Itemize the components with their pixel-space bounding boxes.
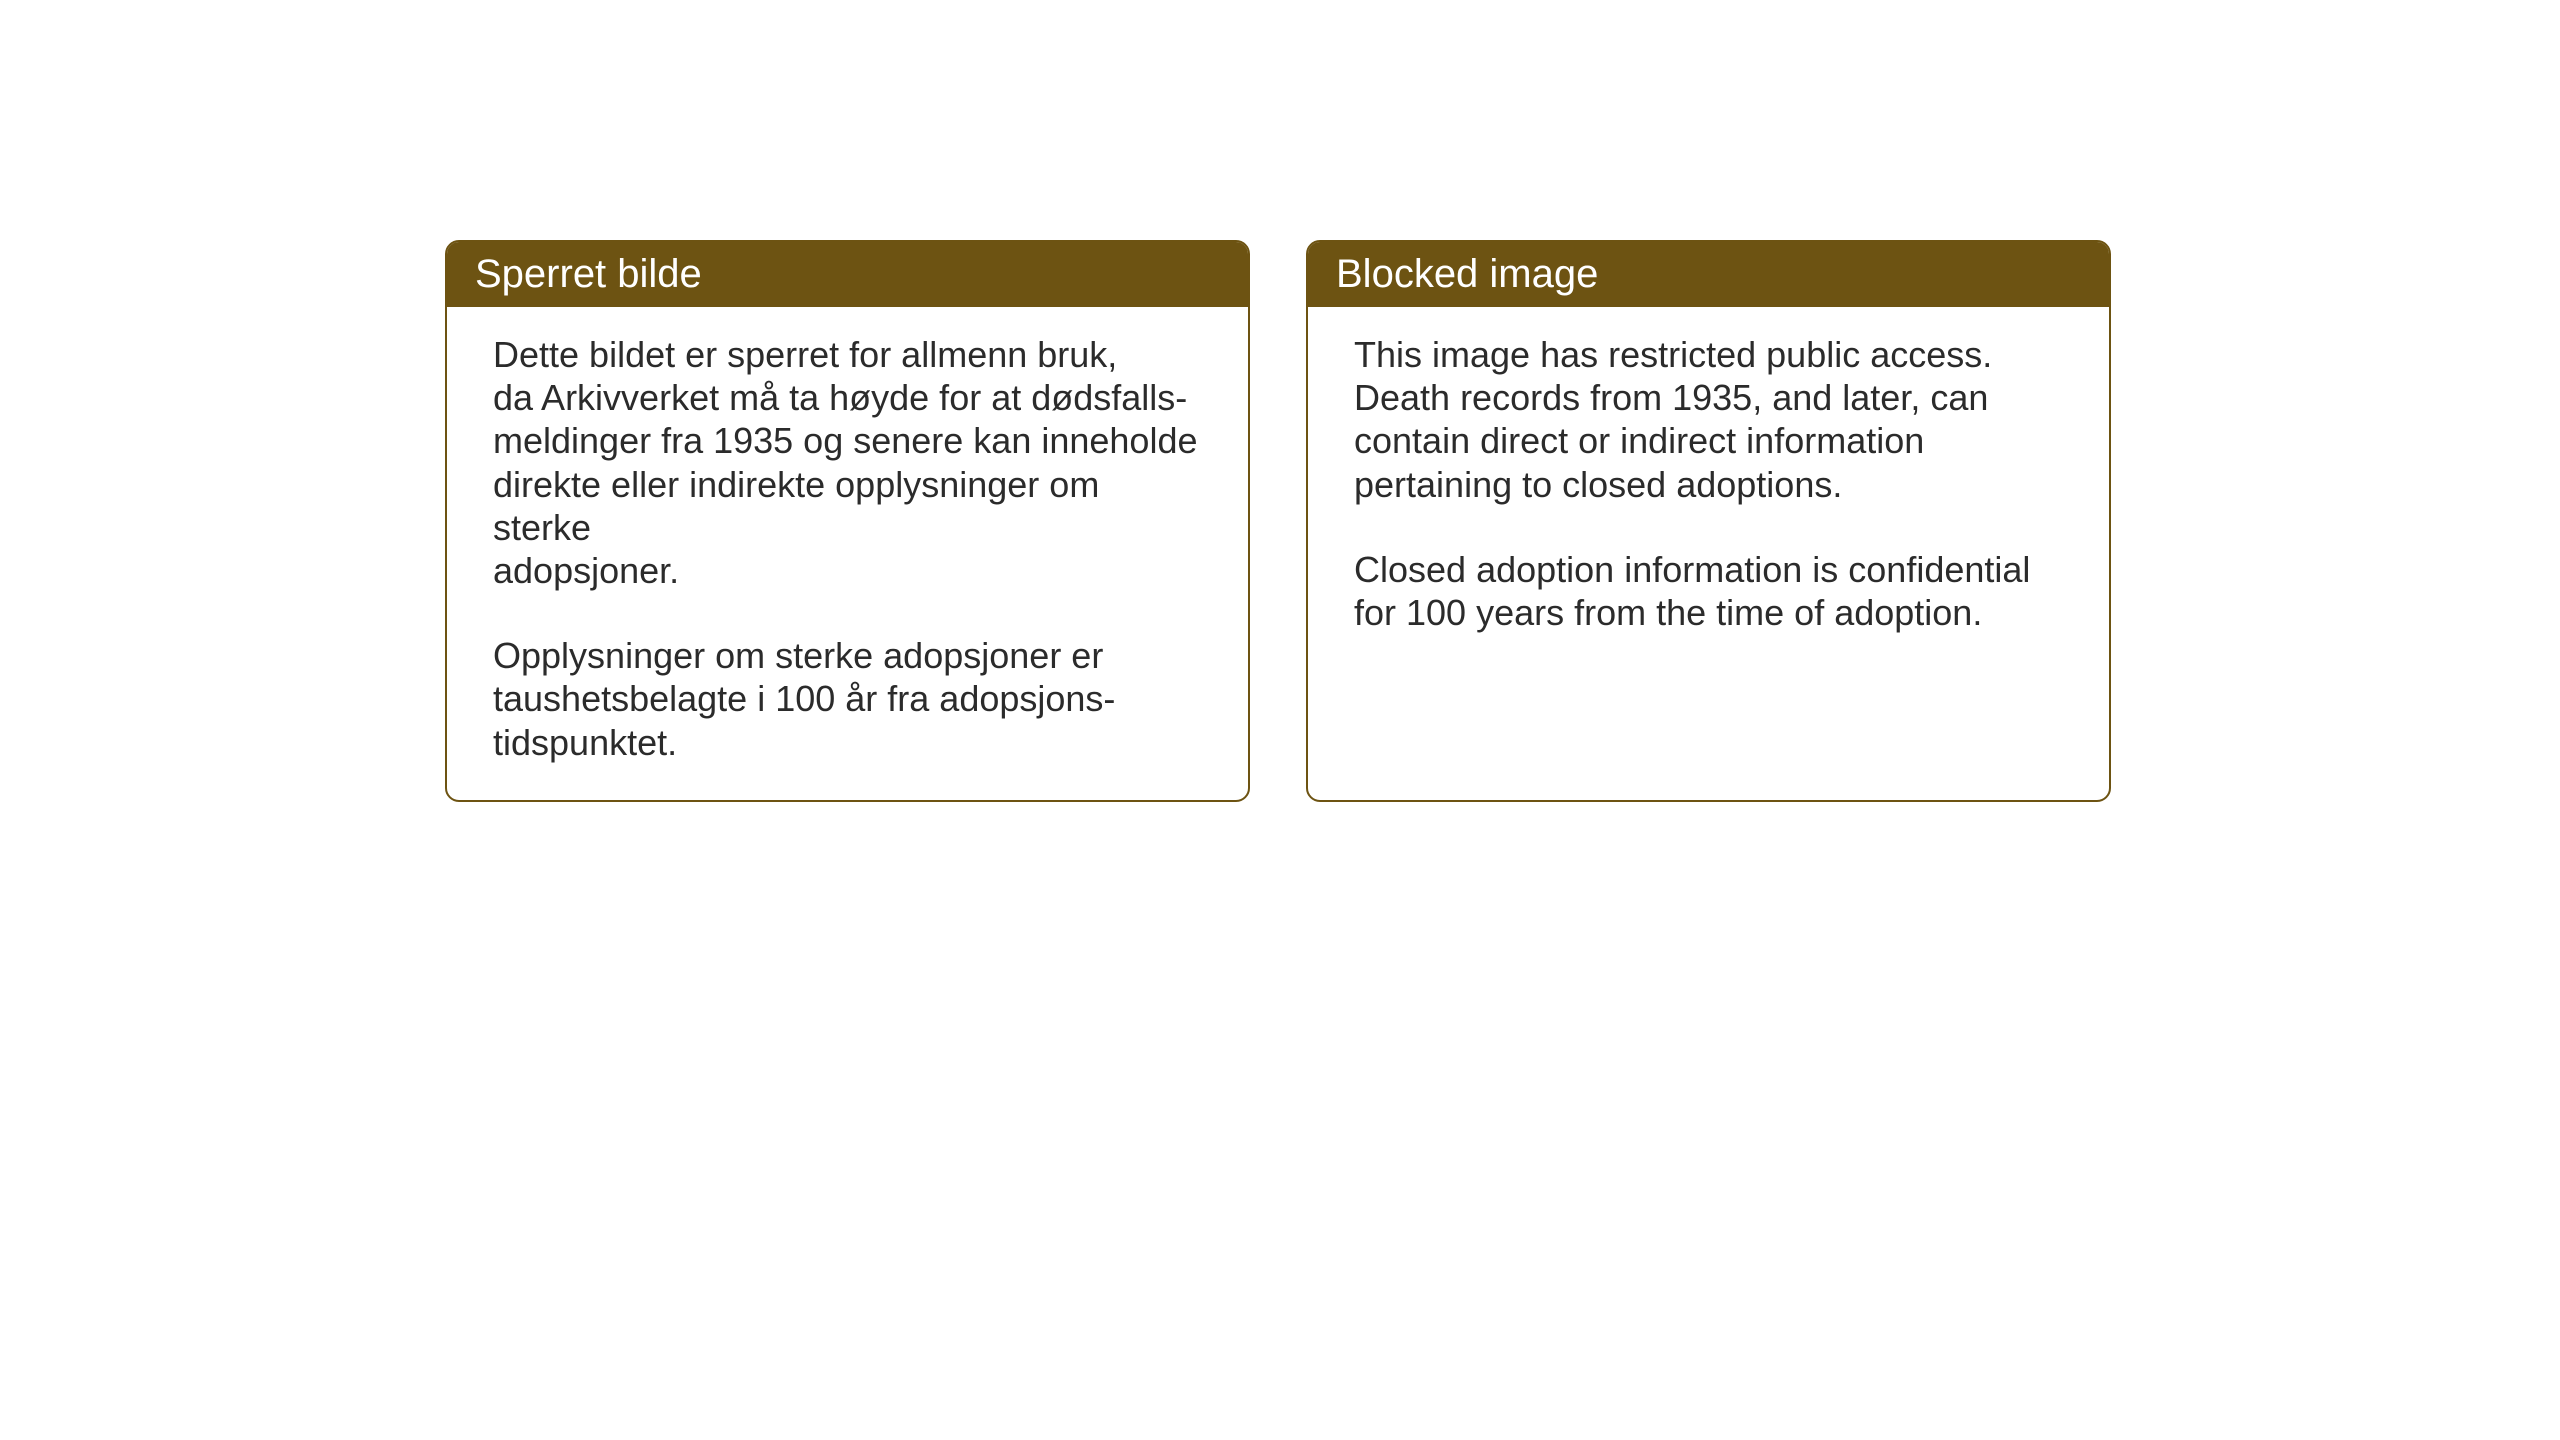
norwegian-card-body: Dette bildet er sperret for allmenn bruk… [447, 307, 1248, 800]
english-paragraph-1: This image has restricted public access.… [1354, 333, 2063, 506]
notice-container: Sperret bilde Dette bildet er sperret fo… [445, 240, 2111, 802]
norwegian-notice-card: Sperret bilde Dette bildet er sperret fo… [445, 240, 1250, 802]
english-notice-card: Blocked image This image has restricted … [1306, 240, 2111, 802]
norwegian-paragraph-2: Opplysninger om sterke adopsjoner er tau… [493, 634, 1202, 764]
norwegian-card-title: Sperret bilde [447, 242, 1248, 307]
norwegian-paragraph-1: Dette bildet er sperret for allmenn bruk… [493, 333, 1202, 592]
english-card-title: Blocked image [1308, 242, 2109, 307]
english-card-body: This image has restricted public access.… [1308, 307, 2109, 670]
english-paragraph-2: Closed adoption information is confident… [1354, 548, 2063, 634]
